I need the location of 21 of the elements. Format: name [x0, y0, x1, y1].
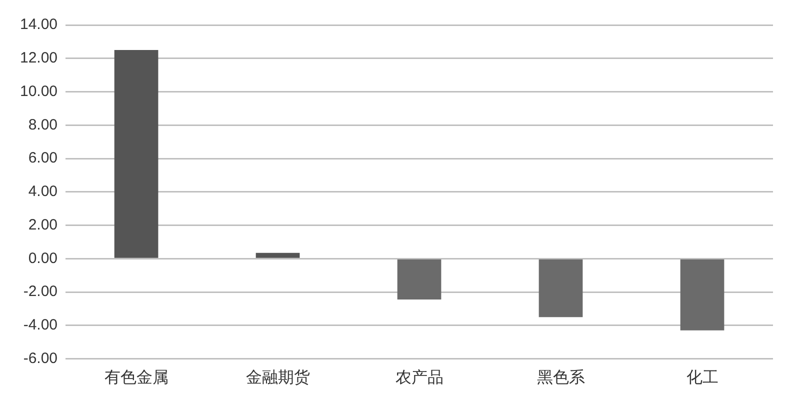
y-tick-label: 8.00 — [28, 116, 58, 134]
y-tick-label: 2.00 — [28, 216, 58, 234]
bar — [680, 259, 724, 330]
y-tick-label: 10.00 — [20, 82, 58, 100]
bar — [538, 259, 583, 318]
y-tick-label: 12.00 — [20, 50, 58, 67]
y-tick-label: 14.00 — [20, 16, 58, 34]
y-tick-label: -4.00 — [23, 316, 58, 334]
y-tick-label: -6.00 — [23, 350, 58, 367]
x-tick-label: 金融期货 — [246, 368, 310, 387]
x-tick-label: 化工 — [686, 368, 718, 387]
bar — [114, 50, 158, 258]
x-tick-label: 黑色系 — [536, 368, 585, 387]
y-tick-label: -2.00 — [23, 283, 58, 300]
bar — [397, 259, 442, 300]
y-tick-label: 0.00 — [28, 250, 58, 267]
y-tick-label: 6.00 — [28, 150, 58, 167]
bar — [256, 252, 300, 258]
x-tick-label: 有色金属 — [104, 368, 168, 387]
x-tick-label: 农产品 — [395, 368, 444, 387]
y-tick-label: 4.00 — [28, 183, 58, 200]
